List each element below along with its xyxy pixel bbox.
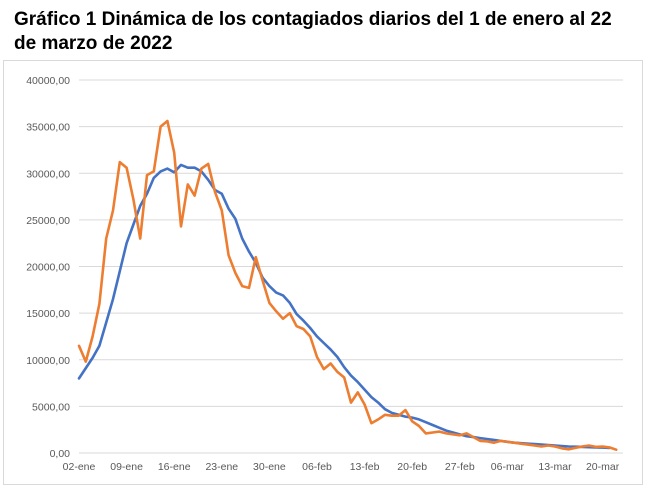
x-tick-label: 06-mar	[491, 461, 525, 473]
x-tick-label: 30-ene	[253, 461, 286, 473]
chart-title: Gráfico 1 Dinámica de los contagiados di…	[14, 9, 612, 54]
series-line-2	[77, 119, 618, 452]
y-tick-label: 0,00	[50, 448, 71, 460]
y-tick-label: 40000,00	[26, 75, 70, 87]
x-tick-label: 13-mar	[538, 461, 572, 473]
y-tick-label: 30000,00	[26, 168, 70, 180]
y-tick-label: 35000,00	[26, 122, 70, 134]
series-line-1	[77, 163, 611, 450]
y-tick-label: 15000,00	[26, 308, 70, 320]
chart-frame	[3, 60, 643, 485]
x-tick-label: 13-feb	[350, 461, 380, 473]
x-tick-label: 09-ene	[110, 461, 143, 473]
x-tick-label: 20-feb	[397, 461, 427, 473]
x-tick-label: 02-ene	[63, 461, 96, 473]
x-tick-label: 23-ene	[205, 461, 238, 473]
y-tick-label: 10000,00	[26, 355, 70, 367]
x-tick-label: 06-feb	[302, 461, 332, 473]
x-tick-label: 20-mar	[586, 461, 620, 473]
y-tick-label: 5000,00	[32, 401, 70, 413]
y-tick-label: 25000,00	[26, 215, 70, 227]
x-axis-tick-labels: 02-ene 09-ene 16-ene 23-ene 30-ene 06-feb 13-f…	[63, 461, 620, 473]
x-tick-label: 16-ene	[158, 461, 191, 473]
series-lines	[77, 119, 618, 452]
y-axis-tick-labels: 0,00 5000,00 10000,00 15000,00 20000,00 25000…	[26, 75, 70, 460]
gridlines	[79, 79, 623, 407]
y-tick-label: 20000,00	[26, 262, 70, 274]
x-tick-label: 27-feb	[445, 461, 475, 473]
